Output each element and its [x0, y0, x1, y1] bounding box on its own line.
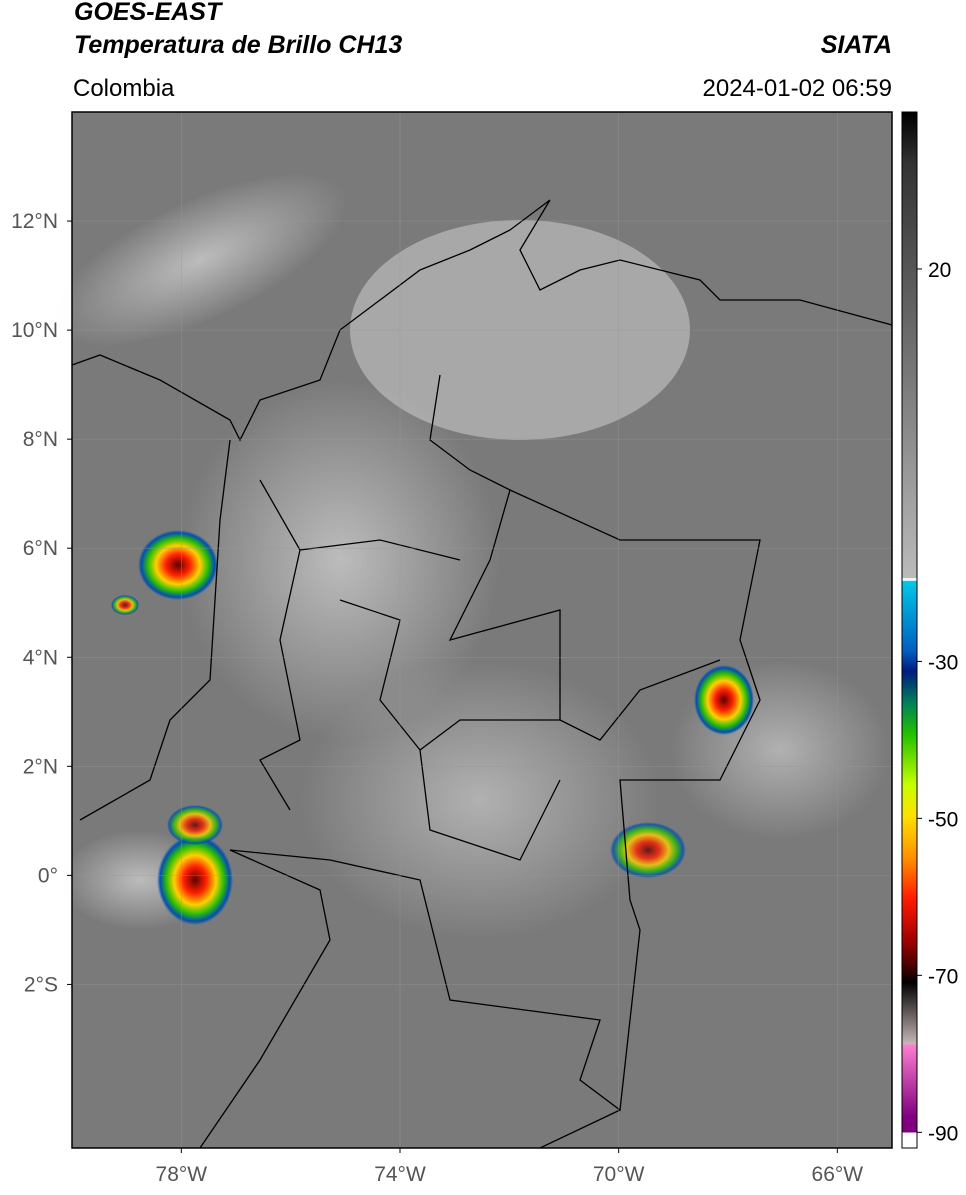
- x-tick-label: 66°W: [812, 1163, 864, 1186]
- y-tick-label: 0°: [38, 864, 58, 887]
- colorbar-ticks: 20 -30 -50 -70 -90: [917, 259, 958, 1145]
- y-tick-label: 2°N: [23, 755, 58, 778]
- colorbar-tick-label: -30: [928, 651, 958, 674]
- coastline: [79, 439, 231, 821]
- x-tick-label: 70°W: [593, 1163, 645, 1186]
- border: [419, 719, 561, 861]
- storm: [167, 805, 223, 845]
- axes: 78°W 74°W 70°W 66°W 12°N 10°N 8°N 6°N 4°N 2°N 0° 2°…: [11, 210, 863, 1186]
- datetime: 2024-01-02 06:59: [703, 75, 893, 102]
- storm: [610, 822, 686, 878]
- map: [52, 111, 893, 1149]
- y-tick-label: 8°N: [23, 428, 58, 451]
- cloud: [300, 660, 660, 940]
- source: SIATA: [821, 31, 892, 59]
- x-tick-label: 78°W: [156, 1163, 208, 1186]
- storm: [157, 835, 233, 925]
- colorbar-tick-label: -70: [928, 965, 958, 988]
- colorbar-tick-label: -50: [928, 808, 958, 831]
- coastline: [71, 199, 893, 442]
- cloud: [180, 380, 500, 740]
- borders: [71, 199, 893, 1149]
- grid: [72, 112, 892, 1148]
- region: Colombia: [73, 75, 175, 102]
- y-tick-label: 2°S: [24, 973, 58, 996]
- border: [199, 849, 621, 1149]
- border: [448, 489, 721, 741]
- y-tick-label: 10°N: [11, 319, 58, 342]
- x-tick-label: 74°W: [374, 1163, 426, 1186]
- colorbar: [901, 111, 918, 1149]
- y-tick-label: 6°N: [23, 537, 58, 560]
- map-frame: [71, 111, 893, 1149]
- y-tick-label: 12°N: [11, 210, 58, 233]
- colorbar-tick-label: -90: [928, 1122, 958, 1145]
- y-tick-label: 4°N: [23, 646, 58, 669]
- subtitle: Temperatura de Brillo CH13: [74, 31, 402, 59]
- cloud: [52, 173, 348, 347]
- storm: [111, 595, 139, 615]
- storm: [694, 665, 754, 735]
- colorbar-tick-label: 20: [928, 259, 951, 282]
- title: GOES-EAST: [74, 0, 224, 26]
- storm: [138, 530, 218, 600]
